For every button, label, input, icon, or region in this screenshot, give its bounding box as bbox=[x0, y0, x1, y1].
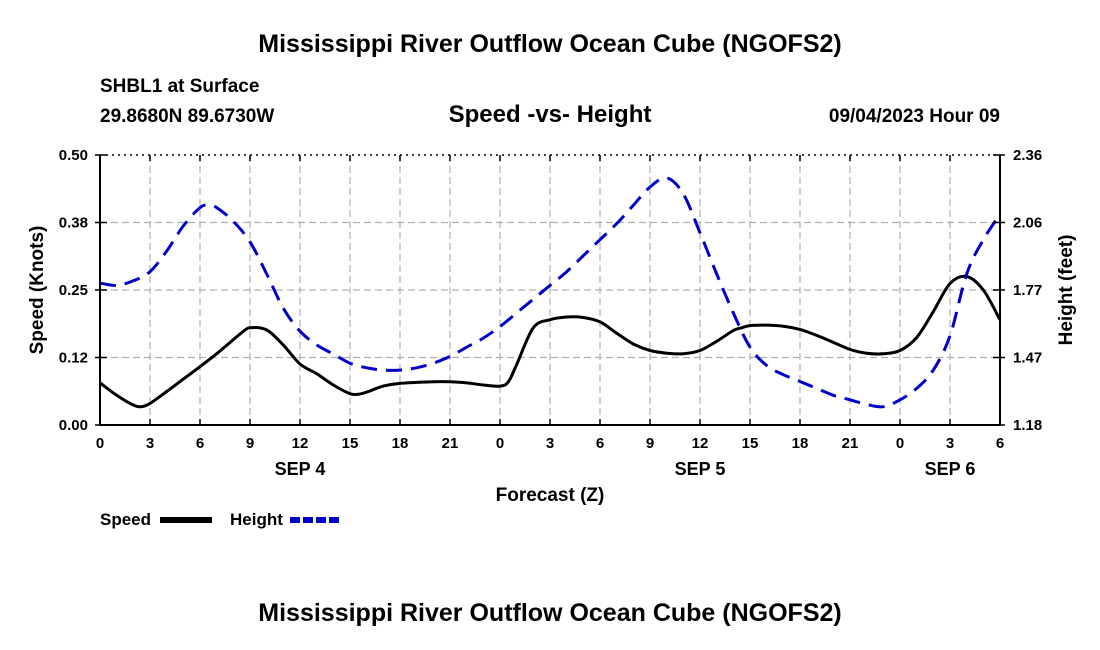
x-tick-label: 18 bbox=[792, 435, 809, 452]
x-tick-label: 12 bbox=[292, 435, 309, 452]
left-y-tick-label: 0.38 bbox=[59, 215, 88, 232]
x-tick-label: 0 bbox=[96, 435, 104, 452]
date-label: SEP 5 bbox=[675, 459, 726, 479]
x-tick-label: 6 bbox=[596, 435, 604, 452]
left-y-tick-label: 0.50 bbox=[59, 147, 88, 164]
x-tick-label: 15 bbox=[742, 435, 759, 452]
left-y-tick-label: 0.00 bbox=[59, 417, 88, 434]
x-tick-label: 3 bbox=[546, 435, 554, 452]
grid-lines bbox=[100, 155, 1000, 425]
x-tick-label: 3 bbox=[146, 435, 154, 452]
x-tick-label: 9 bbox=[246, 435, 254, 452]
x-tick-label: 21 bbox=[842, 435, 859, 452]
x-tick-label: 3 bbox=[946, 435, 954, 452]
right-y-tick-label: 1.18 bbox=[1013, 417, 1042, 434]
axis-labels: 0 3 6 9 12 15 18 21 0 3 6 9 12 15 18 21 0 3 6 0.00 0.12 0.25 0… bbox=[27, 147, 1077, 506]
x-tick-label: 6 bbox=[196, 435, 204, 452]
x-tick-label: 21 bbox=[442, 435, 459, 452]
chart-subtitle: Speed -vs- Height bbox=[448, 101, 652, 128]
station-label: SHBL1 at Surface bbox=[100, 76, 260, 97]
right-y-tick-label: 1.47 bbox=[1013, 350, 1042, 367]
right-y-axis-title: Height (feet) bbox=[1056, 235, 1077, 346]
date-label: SEP 4 bbox=[275, 459, 326, 479]
left-y-tick-label: 0.12 bbox=[59, 350, 88, 367]
x-tick-label: 9 bbox=[646, 435, 654, 452]
x-tick-label: 0 bbox=[496, 435, 504, 452]
x-tick-label: 0 bbox=[896, 435, 904, 452]
legend: Speed Height bbox=[100, 510, 342, 529]
legend-label-speed: Speed bbox=[100, 510, 151, 529]
right-y-tick-label: 2.06 bbox=[1013, 215, 1042, 232]
left-y-tick-label: 0.25 bbox=[59, 282, 88, 299]
left-y-axis-title: Speed (Knots) bbox=[27, 226, 48, 355]
x-tick-label: 12 bbox=[692, 435, 709, 452]
right-y-tick-label: 1.77 bbox=[1013, 282, 1042, 299]
legend-label-height: Height bbox=[230, 510, 283, 529]
footer-title: Mississippi River Outflow Ocean Cube (NG… bbox=[258, 599, 842, 627]
x-tick-label: 18 bbox=[392, 435, 409, 452]
x-tick-label: 6 bbox=[996, 435, 1004, 452]
date-label: SEP 6 bbox=[925, 459, 976, 479]
axes bbox=[95, 154, 1005, 426]
x-tick-label: 15 bbox=[342, 435, 359, 452]
series-group bbox=[99, 176, 1002, 409]
main-title: Mississippi River Outflow Ocean Cube (NG… bbox=[258, 30, 842, 58]
height-series-line bbox=[99, 176, 1002, 409]
right-y-tick-label: 2.36 bbox=[1013, 147, 1042, 164]
coordinates-label: 29.8680N 89.6730W bbox=[100, 106, 275, 127]
forecast-datetime: 09/04/2023 Hour 09 bbox=[828, 106, 1000, 127]
speed-series-line bbox=[99, 274, 1002, 409]
x-axis-title: Forecast (Z) bbox=[496, 485, 605, 506]
